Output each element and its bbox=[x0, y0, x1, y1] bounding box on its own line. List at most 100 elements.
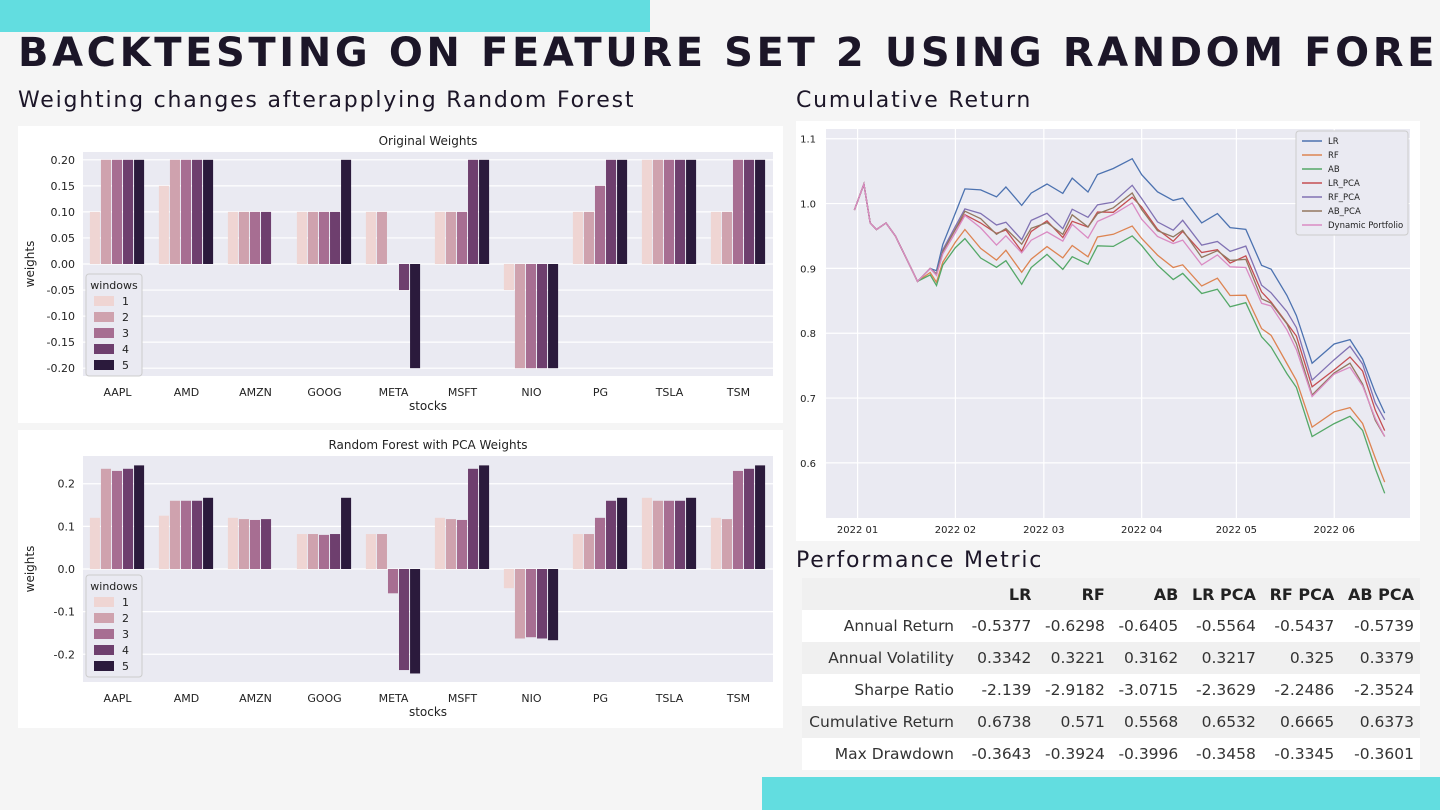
legend-label: 2 bbox=[122, 311, 129, 324]
bar bbox=[503, 264, 514, 291]
y-axis-label: weights bbox=[23, 546, 37, 593]
bar bbox=[134, 159, 145, 264]
column-header: AB bbox=[1110, 578, 1185, 610]
bar bbox=[583, 211, 594, 264]
column-header: RF PCA bbox=[1261, 578, 1341, 610]
legend-label: 1 bbox=[122, 295, 129, 308]
performance-metric-heading: Performance Metric bbox=[796, 548, 1044, 573]
table-cell: -0.3345 bbox=[1261, 738, 1341, 770]
x-tick-label: 2022 01 bbox=[837, 525, 878, 536]
legend-swatch bbox=[94, 645, 114, 655]
chart-title: Random Forest with PCA Weights bbox=[328, 438, 527, 452]
y-tick-label: 0.05 bbox=[51, 232, 76, 245]
row-label: Cumulative Return bbox=[802, 706, 964, 738]
original-weights-svg: 0.20 0.15 0.10 0.05 0.00 -0.05 -0.10 -0.15 -0.20… bbox=[23, 134, 773, 413]
legend-label: 5 bbox=[122, 660, 129, 673]
table-cell: 0.3221 bbox=[1037, 642, 1111, 674]
bar bbox=[341, 497, 352, 569]
bar bbox=[365, 534, 376, 569]
bar bbox=[111, 159, 123, 264]
bar bbox=[180, 159, 192, 264]
bar bbox=[468, 159, 479, 264]
x-tick-label: TSLA bbox=[655, 386, 684, 399]
table-cell: 0.325 bbox=[1261, 642, 1341, 674]
x-tick-label: 2022 06 bbox=[1314, 525, 1355, 536]
y-tick-label: 1.1 bbox=[800, 135, 816, 146]
bar bbox=[445, 211, 456, 264]
legend-label: 4 bbox=[122, 343, 129, 356]
legend-swatch bbox=[94, 360, 114, 370]
y-tick-label: -0.15 bbox=[47, 336, 75, 349]
legend-swatch bbox=[94, 312, 114, 322]
bar bbox=[617, 159, 628, 264]
bar bbox=[227, 211, 238, 264]
bar bbox=[479, 159, 490, 264]
y-tick-label: 0.0 bbox=[58, 563, 76, 576]
y-tick-label: 0.1 bbox=[58, 520, 76, 533]
bar bbox=[330, 534, 341, 569]
x-tick-label: META bbox=[379, 692, 409, 705]
bar bbox=[158, 185, 169, 264]
bar bbox=[169, 500, 180, 569]
bar bbox=[744, 468, 755, 569]
bar bbox=[675, 159, 686, 264]
table-cell: -0.6298 bbox=[1037, 610, 1111, 642]
legend-label: AB bbox=[1328, 165, 1340, 175]
x-tick-label: TSM bbox=[726, 692, 750, 705]
table-cell: 0.6665 bbox=[1261, 706, 1341, 738]
bar bbox=[318, 534, 330, 569]
y-tick-label: -0.10 bbox=[47, 310, 75, 323]
bar bbox=[583, 534, 594, 569]
x-tick-label: 2022 05 bbox=[1216, 525, 1257, 536]
y-axis-label: weights bbox=[23, 241, 37, 288]
bar bbox=[606, 159, 617, 264]
bar bbox=[663, 159, 675, 264]
chart-title: Original Weights bbox=[379, 134, 478, 148]
x-tick-label: AMD bbox=[174, 386, 200, 399]
accent-bar-bottom bbox=[762, 777, 1440, 810]
bar bbox=[134, 465, 145, 569]
legend-label: Dynamic Portfolio bbox=[1328, 221, 1403, 231]
y-tick-label: 0.6 bbox=[800, 459, 816, 470]
bar bbox=[341, 159, 352, 264]
y-tick-label: 0.00 bbox=[51, 258, 76, 271]
table-cell: -2.139 bbox=[964, 674, 1038, 706]
column-header: AB PCA bbox=[1340, 578, 1420, 610]
table-row: Annual Volatility 0.3342 0.3221 0.3162 0… bbox=[802, 642, 1420, 674]
legend-label: 4 bbox=[122, 644, 129, 657]
bar bbox=[307, 211, 318, 264]
bar bbox=[479, 465, 490, 569]
bar bbox=[503, 569, 514, 589]
table-cell: -0.3601 bbox=[1340, 738, 1420, 770]
table-row: Annual Return -0.5377 -0.6298 -0.6405 -0… bbox=[802, 610, 1420, 642]
table-row: Max Drawdown -0.3643 -0.3924 -0.3996 -0.… bbox=[802, 738, 1420, 770]
y-tick-label: 0.8 bbox=[800, 329, 816, 340]
bar bbox=[525, 569, 537, 638]
bar bbox=[158, 515, 169, 569]
table-cell: -0.3643 bbox=[964, 738, 1038, 770]
legend-box bbox=[1295, 130, 1409, 236]
legend-label: 2 bbox=[122, 612, 129, 625]
bar bbox=[399, 569, 410, 671]
y-tick-label: 0.2 bbox=[58, 478, 76, 491]
bar bbox=[410, 264, 421, 369]
table-cell: -0.5739 bbox=[1340, 610, 1420, 642]
y-tick-label: 1.0 bbox=[800, 200, 816, 211]
table-cell: -3.0715 bbox=[1110, 674, 1185, 706]
table-cell: 0.6738 bbox=[964, 706, 1038, 738]
bar bbox=[261, 519, 272, 569]
column-header: LR bbox=[964, 578, 1038, 610]
bar bbox=[755, 465, 766, 569]
x-axis-label: stocks bbox=[409, 705, 447, 719]
bar bbox=[594, 517, 606, 569]
legend-swatch bbox=[94, 661, 114, 671]
x-tick-label: TSM bbox=[726, 386, 750, 399]
bar bbox=[203, 497, 214, 569]
table-header-row: LR RF AB LR PCA RF PCA AB PCA bbox=[802, 578, 1420, 610]
x-tick-label: 2022 04 bbox=[1121, 525, 1162, 536]
x-tick-label: AMZN bbox=[239, 386, 272, 399]
table-cell: 0.3217 bbox=[1184, 642, 1262, 674]
bar bbox=[675, 500, 686, 569]
bar bbox=[123, 159, 134, 264]
bar bbox=[318, 211, 330, 264]
